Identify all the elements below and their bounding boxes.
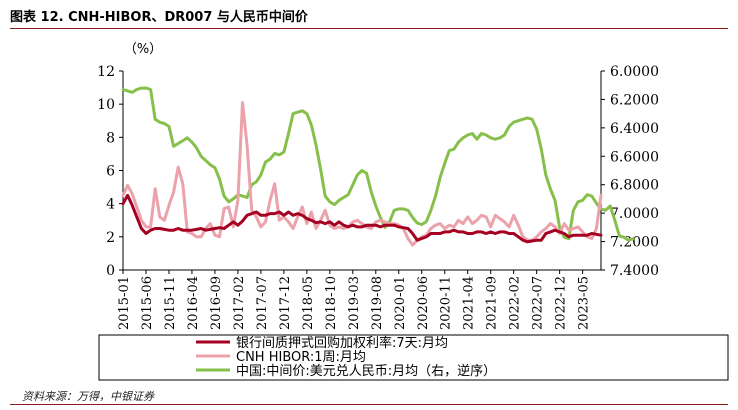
series-line-cny xyxy=(121,86,635,242)
bottom-rule xyxy=(10,404,728,405)
left-tick-label: 8 xyxy=(106,130,115,146)
x-tick-label: 2016-04 xyxy=(186,276,201,330)
x-tick-label: 2020-11 xyxy=(439,276,454,330)
x-tick-label: 2015-11 xyxy=(163,276,178,330)
left-tick-label: 4 xyxy=(106,197,115,213)
right-tick-label: 7.0000 xyxy=(610,206,659,222)
right-tick-label: 7.4000 xyxy=(610,263,659,279)
x-tick-label: 2019-03 xyxy=(347,276,362,330)
series-line-hibor xyxy=(121,101,603,247)
left-tick-label: 10 xyxy=(97,97,115,113)
legend-label-dr007: 银行间质押式回购加权利率:7天:月均 xyxy=(236,335,448,351)
x-tick-label: 2022-07 xyxy=(531,276,546,330)
left-tick-label: 2 xyxy=(106,230,115,246)
left-tick-label: 0 xyxy=(106,263,115,279)
source-note: 资料来源：万得，中银证券 xyxy=(22,390,154,403)
x-tick-label: 2017-02 xyxy=(232,276,247,330)
left-axis-unit: （%） xyxy=(124,42,162,57)
legend-label-cny: 中国:中间价:美元兑人民币:月均（右，逆序） xyxy=(236,363,496,379)
x-tick-label: 2022-12 xyxy=(554,276,569,330)
x-tick-label: 2020-01 xyxy=(393,276,408,330)
figure-title: 图表 12. CNH-HIBOR、DR007 与人民币中间价 xyxy=(10,10,308,25)
title-rule xyxy=(10,28,728,29)
right-tick-label: 6.6000 xyxy=(610,149,659,165)
right-tick-label: 6.2000 xyxy=(610,92,659,108)
chart-axes: 0 2 4 6 8 10 12 （%） 6.0000 6.2000 6.4000 6.6000 6.80… xyxy=(97,42,659,330)
series-line-dr007 xyxy=(121,193,603,244)
x-tick-label: 2015-06 xyxy=(140,276,155,330)
legend-label-hibor: CNH HIBOR:1周:月均 xyxy=(236,350,366,365)
x-tick-label: 2023-05 xyxy=(577,276,592,330)
x-tick-label: 2019-08 xyxy=(370,276,385,330)
left-tick-label: 12 xyxy=(97,64,115,80)
x-tick-label: 2016-09 xyxy=(209,276,224,330)
right-tick-label: 7.2000 xyxy=(610,235,659,251)
x-tick-label: 2020-06 xyxy=(416,276,431,330)
x-tick-label: 2018-05 xyxy=(301,276,316,330)
x-tick-label: 2017-12 xyxy=(278,276,293,330)
chart-lines xyxy=(121,86,635,247)
x-tick-label: 2021-04 xyxy=(462,276,477,330)
left-tick-label: 6 xyxy=(106,164,115,180)
right-tick-label: 6.0000 xyxy=(610,64,659,80)
right-tick-label: 6.8000 xyxy=(610,178,659,194)
x-tick-label: 2015-01 xyxy=(117,276,132,330)
x-tick-label: 2022-02 xyxy=(508,276,523,330)
x-tick-label: 2018-10 xyxy=(324,276,339,330)
x-tick-label: 2021-09 xyxy=(485,276,500,330)
x-tick-label: 2017-07 xyxy=(255,276,270,330)
right-tick-label: 6.4000 xyxy=(610,121,659,137)
